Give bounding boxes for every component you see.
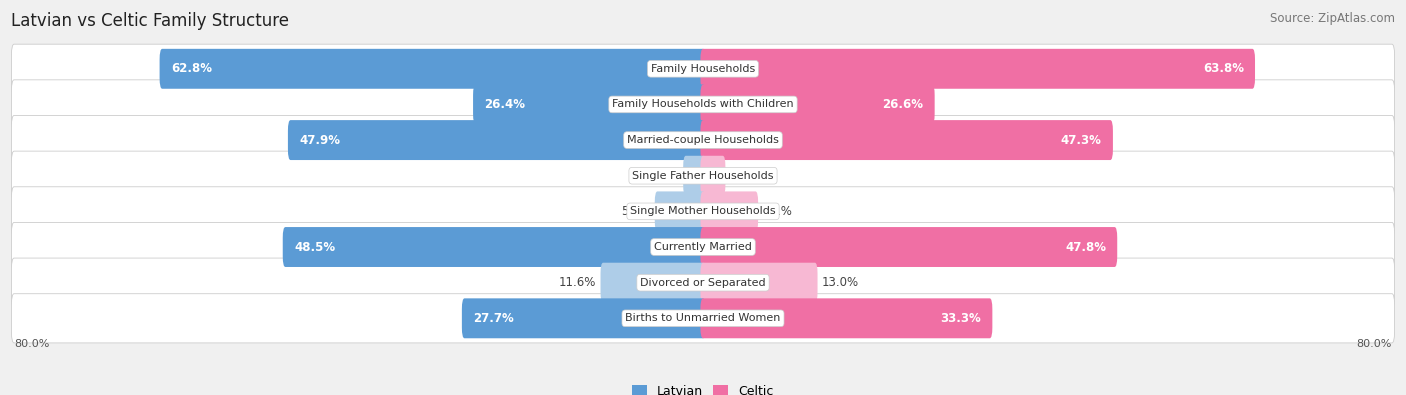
FancyBboxPatch shape xyxy=(11,44,1395,93)
Text: Latvian vs Celtic Family Structure: Latvian vs Celtic Family Structure xyxy=(11,12,290,30)
FancyBboxPatch shape xyxy=(11,80,1395,129)
Text: 80.0%: 80.0% xyxy=(1357,339,1392,349)
Text: 80.0%: 80.0% xyxy=(14,339,49,349)
Text: Single Father Households: Single Father Households xyxy=(633,171,773,181)
Text: Single Mother Households: Single Mother Households xyxy=(630,206,776,216)
Text: 47.8%: 47.8% xyxy=(1064,241,1107,254)
FancyBboxPatch shape xyxy=(472,85,706,124)
FancyBboxPatch shape xyxy=(11,187,1395,236)
Text: Source: ZipAtlas.com: Source: ZipAtlas.com xyxy=(1270,12,1395,25)
FancyBboxPatch shape xyxy=(700,85,935,124)
FancyBboxPatch shape xyxy=(288,120,706,160)
FancyBboxPatch shape xyxy=(700,120,1114,160)
FancyBboxPatch shape xyxy=(11,294,1395,343)
Text: Currently Married: Currently Married xyxy=(654,242,752,252)
FancyBboxPatch shape xyxy=(700,227,1118,267)
FancyBboxPatch shape xyxy=(600,263,706,303)
Text: 2.3%: 2.3% xyxy=(730,169,759,182)
Text: 47.3%: 47.3% xyxy=(1062,134,1102,147)
Text: 63.8%: 63.8% xyxy=(1202,62,1244,75)
FancyBboxPatch shape xyxy=(700,49,1256,89)
Text: 48.5%: 48.5% xyxy=(294,241,335,254)
FancyBboxPatch shape xyxy=(11,115,1395,165)
Legend: Latvian, Celtic: Latvian, Celtic xyxy=(633,385,773,395)
Text: 13.0%: 13.0% xyxy=(823,276,859,289)
Text: Family Households with Children: Family Households with Children xyxy=(612,100,794,109)
Text: Family Households: Family Households xyxy=(651,64,755,74)
Text: 62.8%: 62.8% xyxy=(170,62,212,75)
Text: 2.0%: 2.0% xyxy=(650,169,679,182)
FancyBboxPatch shape xyxy=(655,192,706,231)
Text: 26.6%: 26.6% xyxy=(883,98,924,111)
Text: Married-couple Households: Married-couple Households xyxy=(627,135,779,145)
Text: 5.3%: 5.3% xyxy=(621,205,651,218)
FancyBboxPatch shape xyxy=(700,298,993,338)
Text: 11.6%: 11.6% xyxy=(558,276,596,289)
Text: 27.7%: 27.7% xyxy=(472,312,513,325)
Text: Divorced or Separated: Divorced or Separated xyxy=(640,278,766,288)
Text: 26.4%: 26.4% xyxy=(484,98,526,111)
Text: 47.9%: 47.9% xyxy=(299,134,340,147)
FancyBboxPatch shape xyxy=(11,258,1395,307)
FancyBboxPatch shape xyxy=(160,49,706,89)
FancyBboxPatch shape xyxy=(700,156,725,196)
FancyBboxPatch shape xyxy=(700,192,758,231)
FancyBboxPatch shape xyxy=(700,263,817,303)
Text: 33.3%: 33.3% xyxy=(941,312,981,325)
FancyBboxPatch shape xyxy=(11,151,1395,200)
FancyBboxPatch shape xyxy=(683,156,706,196)
FancyBboxPatch shape xyxy=(11,222,1395,272)
FancyBboxPatch shape xyxy=(461,298,706,338)
Text: Births to Unmarried Women: Births to Unmarried Women xyxy=(626,313,780,324)
FancyBboxPatch shape xyxy=(283,227,706,267)
Text: 6.1%: 6.1% xyxy=(762,205,793,218)
